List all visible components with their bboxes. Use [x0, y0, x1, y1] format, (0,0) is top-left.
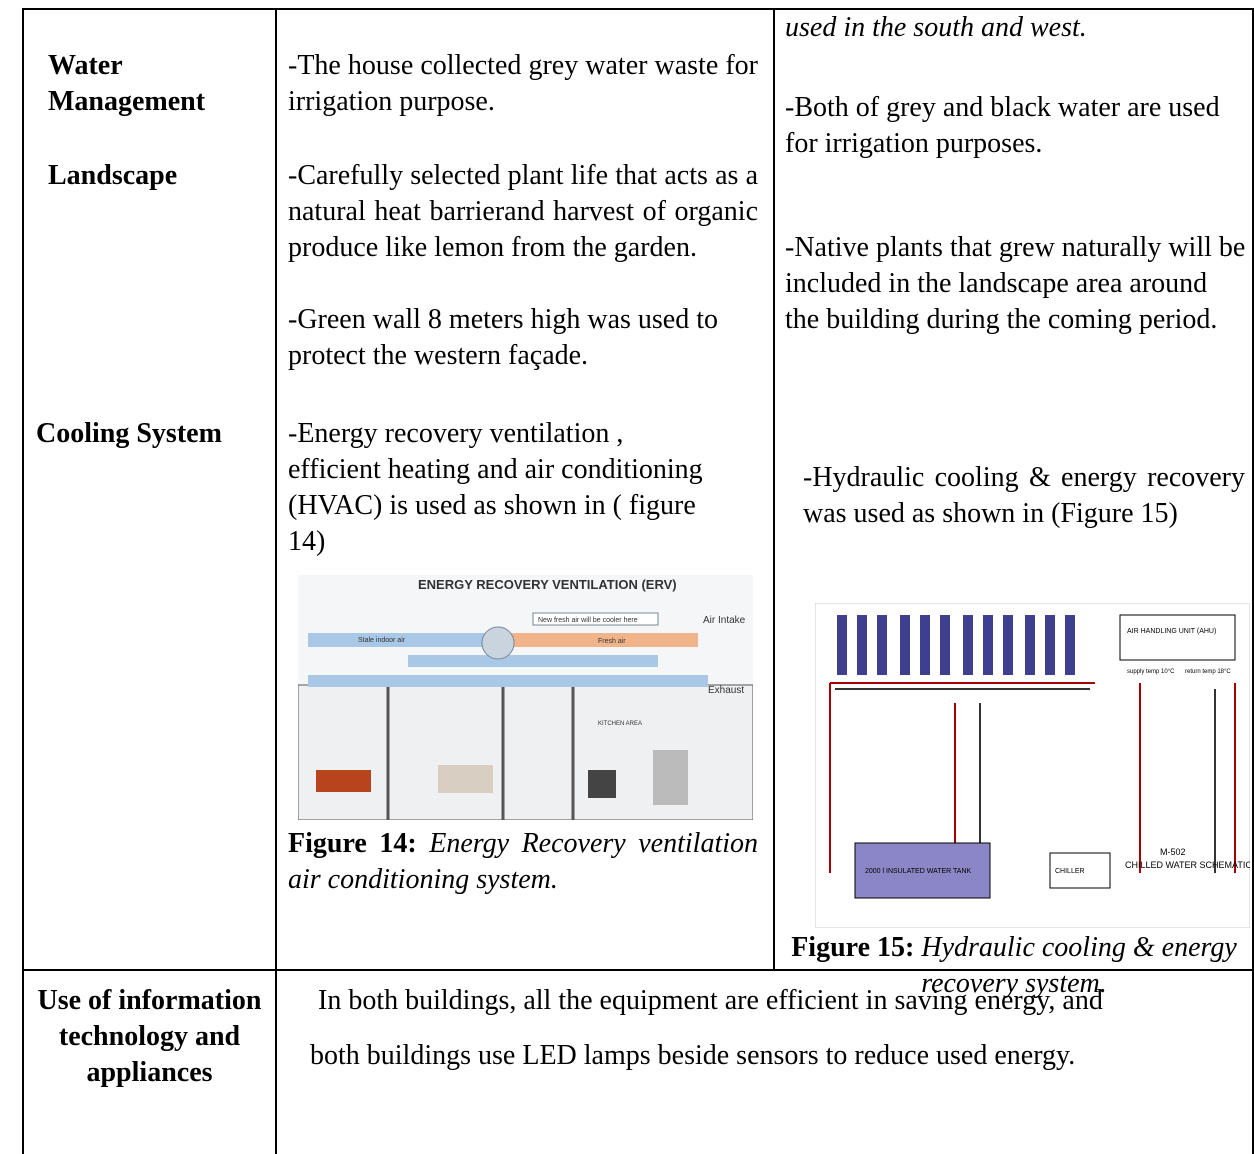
figure-text: KITCHEN AREA [598, 721, 642, 727]
duct [498, 633, 698, 647]
figure-14-image: ENERGY RECOVERY VENTILATION (ERV) New fr… [298, 575, 753, 820]
duct [408, 655, 658, 667]
figure-text: CHILLER [1055, 868, 1085, 875]
figure-text: CHILLED WATER SCHEMATIC [1125, 860, 1250, 870]
continued-text: used in the south and west. [785, 12, 1087, 43]
figure-label: Figure 14: [288, 828, 417, 859]
rule [275, 8, 277, 970]
rule [1252, 8, 1254, 1154]
figure-text: New fresh air will be cooler here [538, 617, 638, 624]
figure-caption: Figure 15: Hydraulic cooling & energy re… [775, 930, 1253, 1002]
figure-text: Fresh air [598, 638, 626, 645]
cell-text: -The house collected grey water waste fo… [288, 50, 758, 117]
cell-text: -Hydraulic cooling & energy recovery was… [803, 462, 1245, 529]
cell-text: -Energy recovery ventilation , efficient… [288, 418, 703, 557]
cell-text: -Native plants that grew naturally will … [785, 232, 1246, 335]
figure-caption: Figure 14: Energy Recovery ventilation a… [288, 826, 758, 898]
rule [773, 8, 775, 970]
figure-label: Figure 15: [791, 932, 915, 963]
pump-units [837, 615, 1075, 675]
figure-text: Air Intake [703, 615, 746, 626]
figure-text: M-502 [1160, 847, 1186, 857]
cell-text: -Carefully selected plant life that acts… [288, 160, 758, 263]
row-label: Landscape [48, 160, 178, 191]
caption-text: Hydraulic cooling & energy recovery syst… [921, 932, 1237, 999]
figure-15-image: AIR HANDLING UNIT (AHU) supply temp 10°C… [815, 603, 1250, 928]
cell-text: -Both of grey and black water are used f… [785, 92, 1220, 159]
figure-text: AIR HANDLING UNIT (AHU) [1127, 628, 1216, 635]
figure-text: supply temp 10°C [1127, 669, 1175, 675]
figure-text: ENERGY RECOVERY VENTILATION (ERV) [418, 577, 677, 592]
row-label: Use of information technology and applia… [37, 985, 262, 1088]
row-label: Cooling System [36, 418, 222, 449]
rule [22, 8, 1254, 10]
merged-text: both buildings use LED lamps beside sens… [310, 1040, 1076, 1071]
caption-text: Energy Recovery ventilation air conditio… [288, 828, 758, 895]
figure-text: Stale indoor air [358, 637, 406, 644]
merged-text: In both buildings, all the equipment are… [318, 985, 1103, 1016]
rule [22, 8, 24, 1154]
rule [275, 969, 277, 1154]
figure-text: return temp 18°C [1185, 669, 1231, 675]
rule [22, 969, 1254, 971]
figure-text: Exhaust [708, 685, 744, 696]
row-label: Water Management [48, 50, 206, 117]
duct [308, 675, 708, 687]
figure-text: 2000 l INSULATED WATER TANK [865, 868, 972, 875]
cell-text: -Green wall 8 meters high was used to pr… [288, 304, 718, 371]
